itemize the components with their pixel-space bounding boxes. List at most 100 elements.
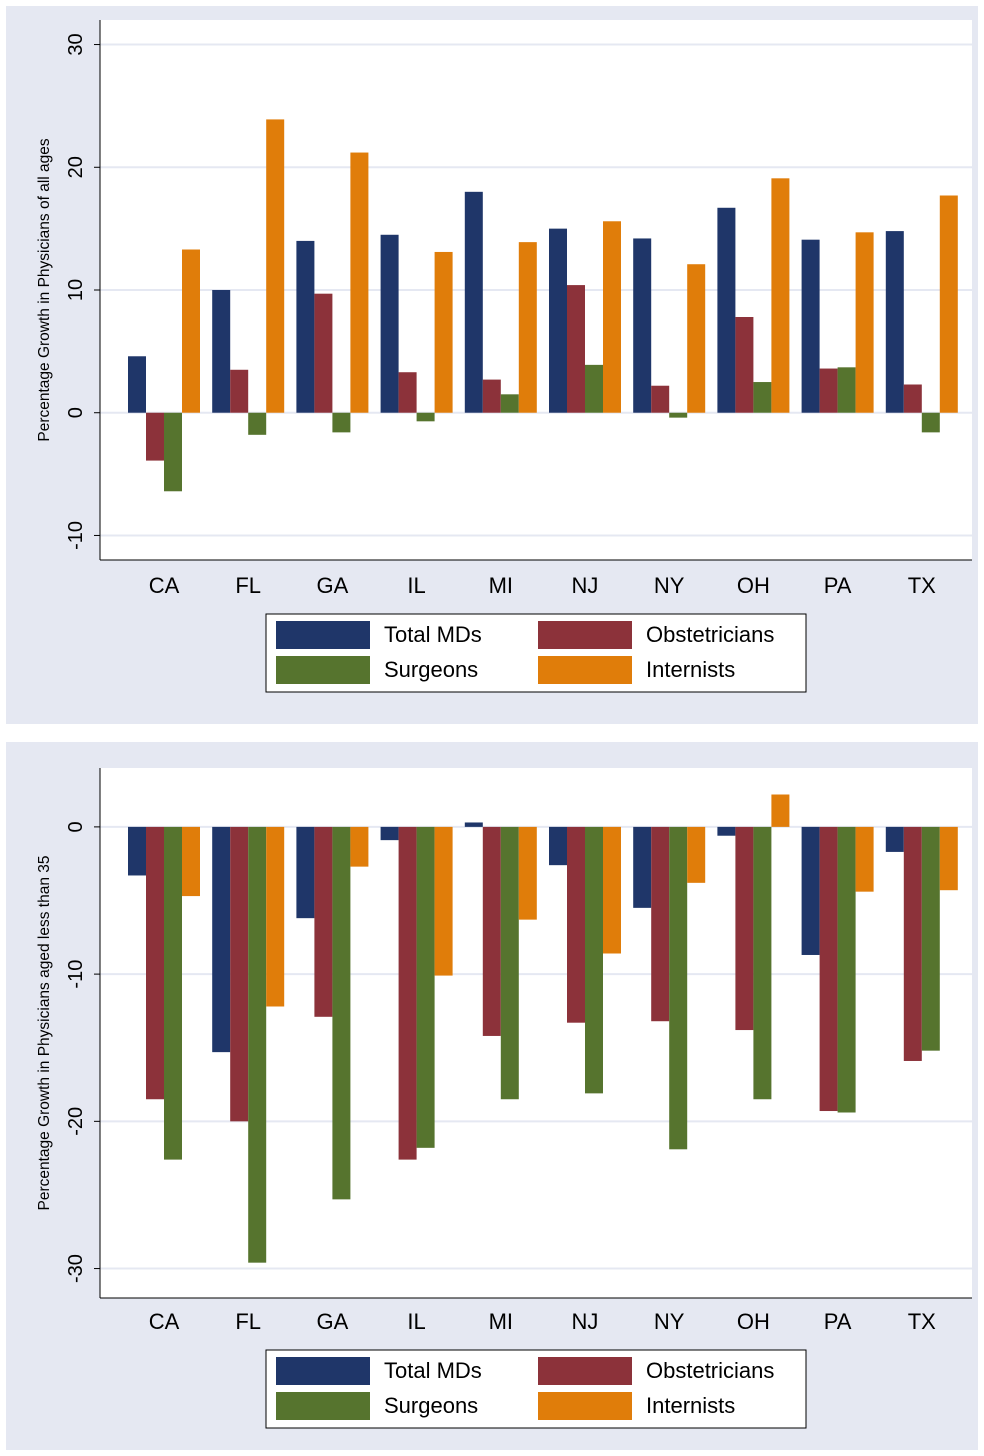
- bar-obstetricians-ga: [314, 826, 333, 1017]
- bar-surgeons-mi: [500, 826, 519, 1100]
- legend-label: Surgeons: [384, 657, 478, 682]
- bar-total-mds-ca: [128, 826, 146, 876]
- x-tick-label: FL: [235, 573, 261, 598]
- bar-surgeons-oh: [753, 826, 772, 1100]
- x-tick-label: FL: [235, 1309, 261, 1334]
- bar-total-mds-pa: [801, 239, 820, 413]
- bar-surgeons-ga: [332, 826, 351, 1200]
- x-tick-label: CA: [149, 1309, 180, 1334]
- y-tick-label: 10: [65, 279, 87, 301]
- legend-swatch: [276, 1357, 370, 1385]
- bar-internists-mi: [518, 826, 537, 920]
- bar-obstetricians-pa: [819, 368, 838, 413]
- bar-internists-mi: [518, 242, 537, 413]
- legend-label: Internists: [646, 657, 735, 682]
- bar-obstetricians-ga: [314, 293, 333, 413]
- x-tick-label: NJ: [572, 573, 599, 598]
- bar-total-mds-nj: [549, 228, 567, 413]
- bar-surgeons-ca: [164, 412, 182, 492]
- bar-surgeons-oh: [753, 382, 772, 413]
- bar-internists-ca: [182, 249, 200, 413]
- bar-obstetricians-ca: [146, 412, 164, 461]
- y-tick-label: -30: [65, 1254, 87, 1283]
- bar-total-mds-ca: [128, 356, 146, 413]
- bar-surgeons-pa: [837, 826, 856, 1113]
- x-tick-label: IL: [407, 1309, 425, 1334]
- legend-swatch: [276, 1392, 370, 1420]
- bar-internists-ca: [182, 826, 200, 897]
- legend-swatch: [538, 656, 632, 684]
- bar-surgeons-mi: [500, 394, 519, 413]
- bar-obstetricians-ny: [651, 826, 670, 1022]
- bar-internists-ga: [350, 826, 369, 867]
- bar-internists-ga: [350, 152, 369, 413]
- x-tick-label: NY: [654, 573, 685, 598]
- bar-obstetricians-il: [398, 372, 417, 413]
- x-tick-label: NJ: [572, 1309, 599, 1334]
- y-tick-label: 20: [65, 156, 87, 178]
- legend-swatch: [538, 1392, 632, 1420]
- x-tick-label: TX: [908, 1309, 936, 1334]
- bar-internists-ny: [687, 826, 706, 883]
- bar-total-mds-oh: [717, 826, 736, 836]
- bar-obstetricians-fl: [230, 826, 249, 1122]
- bar-internists-nj: [603, 826, 621, 954]
- y-tick-label: -10: [65, 521, 87, 550]
- legend-swatch: [538, 1357, 632, 1385]
- legend-swatch: [538, 621, 632, 649]
- bar-internists-oh: [771, 794, 790, 827]
- bar-surgeons-nj: [585, 826, 603, 1094]
- bar-total-mds-pa: [801, 826, 820, 955]
- bar-obstetricians-ca: [146, 826, 164, 1100]
- y-tick-label: 0: [65, 821, 87, 832]
- legend-label: Obstetricians: [646, 622, 774, 647]
- bar-surgeons-nj: [585, 364, 603, 413]
- x-tick-label: CA: [149, 573, 180, 598]
- legend-swatch: [276, 621, 370, 649]
- bar-obstetricians-ny: [651, 385, 670, 413]
- bar-surgeons-il: [416, 412, 435, 422]
- y-tick-label: -20: [65, 1107, 87, 1136]
- bar-internists-tx: [939, 195, 958, 413]
- bar-total-mds-ny: [633, 826, 652, 908]
- bar-internists-il: [434, 251, 453, 413]
- legend-label: Obstetricians: [646, 1358, 774, 1383]
- bar-obstetricians-nj: [567, 826, 585, 1023]
- bar-total-mds-ga: [296, 240, 315, 413]
- bar-obstetricians-il: [398, 826, 417, 1160]
- bar-internists-pa: [855, 232, 874, 413]
- bar-surgeons-ga: [332, 412, 351, 433]
- x-tick-label: OH: [737, 1309, 770, 1334]
- bar-internists-fl: [266, 826, 285, 1007]
- y-axis-label: Percentage Growth in Physicians of all a…: [36, 138, 53, 442]
- x-tick-label: OH: [737, 573, 770, 598]
- bar-internists-ny: [687, 264, 706, 413]
- bar-surgeons-fl: [248, 826, 267, 1263]
- bar-total-mds-ny: [633, 238, 652, 413]
- bar-obstetricians-tx: [903, 826, 922, 1061]
- bar-surgeons-ny: [669, 826, 688, 1150]
- bar-total-mds-mi: [464, 191, 483, 413]
- x-tick-label: MI: [489, 1309, 513, 1334]
- bar-surgeons-ny: [669, 412, 688, 418]
- legend-label: Internists: [646, 1393, 735, 1418]
- y-axis-label: Percentage Growth in Physicians aged les…: [36, 856, 53, 1211]
- bar-obstetricians-mi: [482, 379, 501, 413]
- bar-obstetricians-fl: [230, 369, 249, 413]
- chart-2: -30 -20 -10 0 Percentage Growth in Physician…: [6, 742, 978, 1450]
- bar-total-mds-nj: [549, 826, 567, 866]
- bar-obstetricians-oh: [735, 317, 754, 413]
- bar-obstetricians-tx: [903, 384, 922, 413]
- bar-internists-fl: [266, 119, 285, 413]
- x-tick-label: PA: [824, 573, 852, 598]
- x-tick-label: NY: [654, 1309, 685, 1334]
- bar-total-mds-oh: [717, 207, 736, 413]
- bar-obstetricians-mi: [482, 826, 501, 1036]
- bar-surgeons-il: [416, 826, 435, 1148]
- bar-internists-pa: [855, 826, 874, 892]
- x-tick-label: PA: [824, 1309, 852, 1334]
- bar-total-mds-fl: [212, 826, 231, 1053]
- bar-internists-oh: [771, 178, 790, 413]
- bar-internists-tx: [939, 826, 958, 891]
- bar-obstetricians-nj: [567, 285, 585, 413]
